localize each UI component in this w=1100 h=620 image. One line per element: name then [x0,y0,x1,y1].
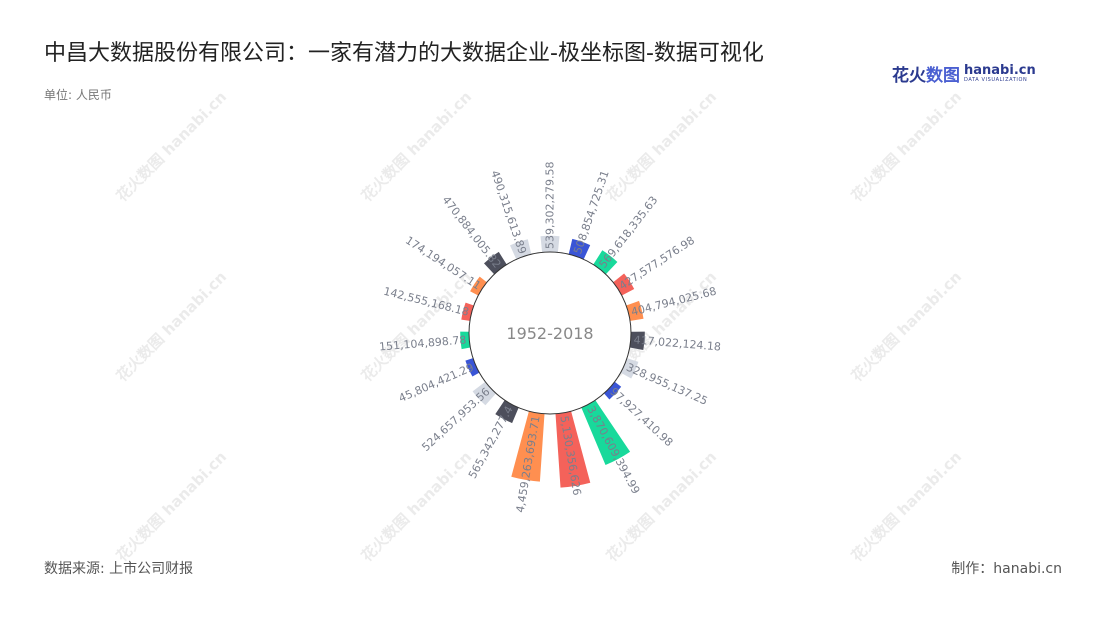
bar-13 [465,358,480,377]
watermark-2: 花火数图 hanabi.cn [603,88,720,205]
bar-10 [511,411,545,482]
bar-16 [470,276,487,296]
bar-14 [460,331,471,350]
bar-label-16: 174,194,057.11 [403,234,483,293]
watermark-11: 花火数图 hanabi.cn [848,448,965,565]
logo-en: hanabi.cn DATA VISUALIZATION [964,62,1036,83]
bar-9 [555,411,591,488]
watermark-1: 花火数图 hanabi.cn [358,88,475,205]
watermark-4: 花火数图 hanabi.cn [113,268,230,385]
bar-label-11: 565,342,277.4 [466,404,516,481]
logo-cn: 花火数图 [892,65,960,86]
watermark-7: 花火数图 hanabi.cn [848,268,965,385]
bar-group [460,235,645,488]
bar-6 [620,358,639,379]
bar-4 [626,300,644,321]
bar-label-6: 328,955,137.25 [624,361,709,408]
bar-5 [629,331,645,350]
watermark-9: 花火数图 hanabi.cn [358,448,475,565]
bar-8 [581,400,631,465]
bar-label-18: 490,315,613.89 [488,169,529,256]
bar-label-0: 539,302,279.58 [544,162,557,249]
page-title: 中昌大数据股份有限公司：一家有潜力的大数据企业-极坐标图-数据可视化 [44,41,764,66]
bar-7 [604,381,622,400]
bar-label-14: 151,104,898.78 [379,333,467,353]
credit: 制作：hanabi.cn [951,561,1062,577]
center-circle [468,251,632,415]
bar-label-3: 427,577,576.98 [617,234,697,293]
bar-label-12: 524,657,953.56 [419,385,492,454]
watermark-8: 花火数图 hanabi.cn [113,448,230,565]
center-label: 1952-2018 [506,324,593,343]
data-source: 数据来源: 上市公司财报 [44,561,194,577]
bar-1 [568,238,591,260]
bar-0 [540,235,560,253]
brand-logo: 花火数图 hanabi.cn DATA VISUALIZATION [892,60,1036,86]
watermark-0: 花火数图 hanabi.cn [113,88,230,205]
bar-17 [484,251,507,275]
unit-label: 单位: 人民币 [44,88,112,102]
bar-label-1: 508,854,725.31 [571,169,612,256]
bar-18 [510,239,532,260]
bar-label-13: 45,804,421.29 [397,361,476,405]
watermark-3: 花火数图 hanabi.cn [848,88,965,205]
bar-3 [613,273,635,296]
bar-11 [495,400,519,424]
